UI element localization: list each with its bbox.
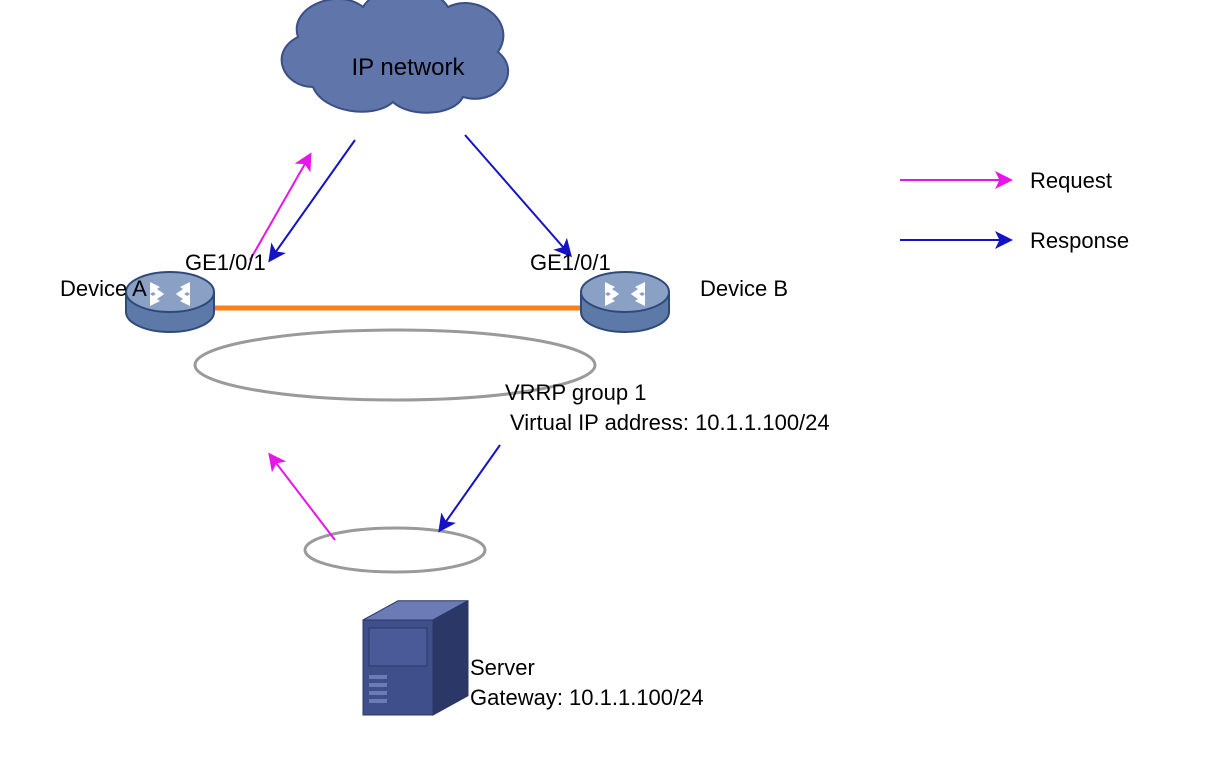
svg-text:Server: Server bbox=[470, 655, 535, 680]
svg-text:IP network: IP network bbox=[352, 54, 466, 81]
svg-text:Virtual IP address: 10.1.1.100: Virtual IP address: 10.1.1.100/24 bbox=[510, 410, 830, 435]
network-diagram: IP network Request Response Device A Devic… bbox=[0, 0, 1210, 776]
svg-text:Device B: Device B bbox=[700, 276, 788, 301]
svg-text:Request: Request bbox=[1030, 168, 1112, 193]
svg-text:GE1/0/1: GE1/0/1 bbox=[185, 250, 266, 275]
router-b bbox=[581, 272, 669, 332]
svg-text:GE1/0/1: GE1/0/1 bbox=[530, 250, 611, 275]
svg-text:Device A: Device A bbox=[60, 276, 147, 301]
server-node bbox=[363, 601, 468, 715]
vrrp-ellipses bbox=[195, 330, 595, 572]
ip-network-cloud: IP network bbox=[282, 0, 508, 113]
svg-text:VRRP group 1: VRRP group 1 bbox=[505, 380, 646, 405]
legend: Request Response bbox=[900, 168, 1129, 253]
svg-text:Gateway: 10.1.1.100/24: Gateway: 10.1.1.100/24 bbox=[470, 685, 704, 710]
svg-text:Response: Response bbox=[1030, 228, 1129, 253]
